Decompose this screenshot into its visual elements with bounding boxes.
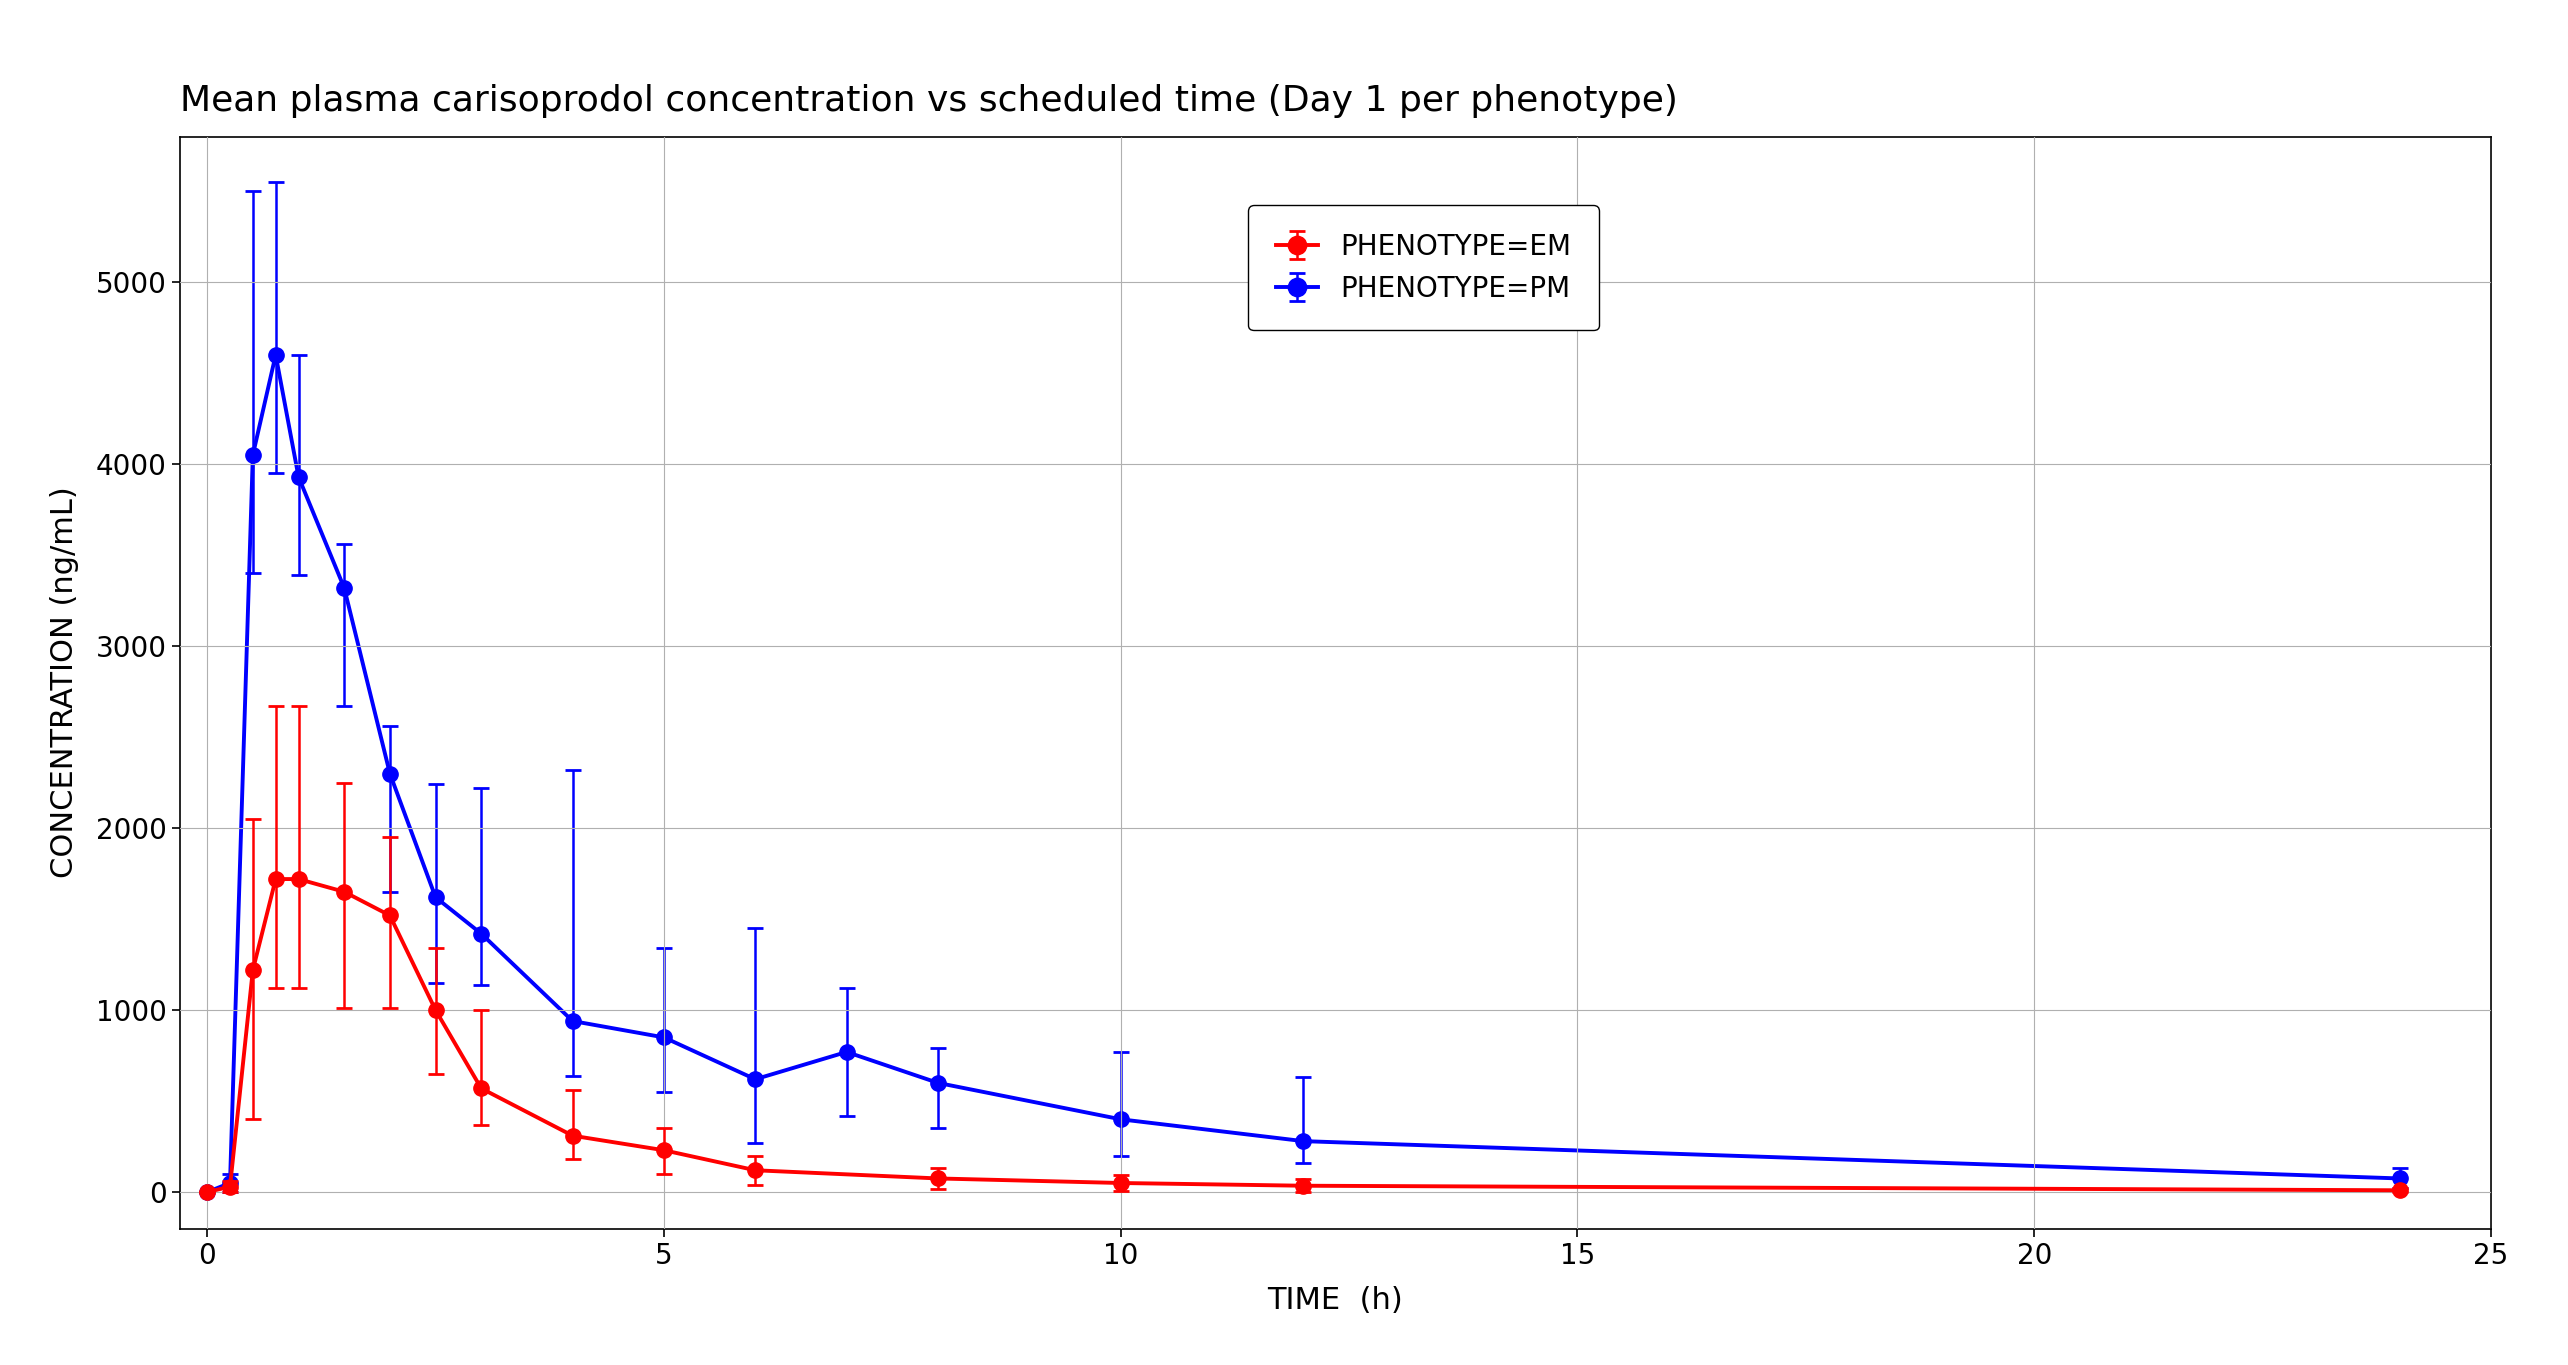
Y-axis label: CONCENTRATION (ng/mL): CONCENTRATION (ng/mL) xyxy=(49,487,80,878)
Legend: PHENOTYPE=EM, PHENOTYPE=PM: PHENOTYPE=EM, PHENOTYPE=PM xyxy=(1248,205,1600,330)
X-axis label: TIME  (h): TIME (h) xyxy=(1269,1286,1402,1316)
Text: Mean plasma carisoprodol concentration vs scheduled time (Day 1 per phenotype): Mean plasma carisoprodol concentration v… xyxy=(180,85,1677,119)
